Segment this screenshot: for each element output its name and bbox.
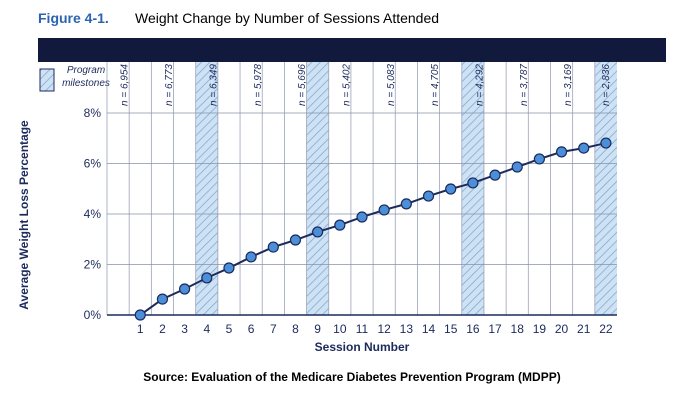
data-point — [400, 198, 412, 210]
x-tick-label: 10 — [333, 322, 347, 336]
sample-size: n = 6,954 — [120, 64, 131, 106]
data-point — [489, 169, 501, 181]
x-tick-label: 1 — [137, 322, 144, 336]
milestone-column — [306, 62, 329, 315]
data-point — [245, 251, 257, 263]
y-tick-label: 2% — [84, 258, 102, 272]
sample-size: n = 2,836 — [601, 64, 612, 106]
header-band — [38, 38, 666, 62]
data-point — [179, 283, 191, 295]
figure-label: Figure 4-1. — [38, 10, 109, 26]
data-point — [201, 272, 213, 284]
sample-size: n = 5,083 — [386, 64, 397, 106]
x-tick-label: 13 — [400, 322, 414, 336]
data-point — [555, 146, 568, 158]
x-tick-label: 18 — [511, 322, 525, 336]
x-tick-label: 14 — [422, 322, 436, 336]
milestone-column — [594, 62, 617, 315]
x-tick-label: 15 — [444, 322, 458, 336]
y-tick-label: 6% — [84, 157, 102, 171]
x-tick-label: 2 — [159, 322, 166, 336]
y-tick-label: 4% — [84, 207, 102, 221]
data-point — [533, 153, 545, 165]
data-point — [267, 241, 279, 253]
sample-size: n = 5,978 — [253, 64, 264, 106]
sample-size: n = 6,773 — [164, 64, 175, 106]
sample-size: n = 3,787 — [519, 64, 530, 106]
x-tick-label: 8 — [292, 322, 299, 336]
data-point — [578, 142, 590, 154]
data-point — [156, 293, 169, 305]
data-point — [134, 309, 146, 321]
y-axis-label: Average Weight Loss Percentage — [17, 120, 31, 310]
series-line — [139, 142, 607, 316]
sample-size: n = 4,292 — [475, 64, 486, 106]
data-point — [378, 204, 390, 216]
data-point — [223, 262, 235, 274]
data-point — [312, 226, 324, 238]
x-tick-label: 16 — [466, 322, 480, 336]
data-point — [422, 190, 435, 202]
x-tick-label: 3 — [181, 322, 188, 336]
sample-size: n = 3,169 — [563, 64, 574, 106]
milestone-column — [195, 62, 218, 315]
data-point — [445, 183, 457, 195]
chart-title: Weight Change by Number of Sessions Atte… — [135, 10, 439, 26]
x-tick-label: 20 — [555, 322, 569, 336]
source: Source: Evaluation of the Medicare Diabe… — [143, 370, 560, 384]
x-tick-label: 22 — [599, 322, 613, 336]
data-point — [356, 211, 368, 223]
data-point — [467, 177, 479, 189]
x-axis-label: Session Number — [315, 340, 410, 354]
y-tick-label: 0% — [84, 308, 102, 322]
x-tick-label: 9 — [314, 322, 321, 336]
data-point — [511, 161, 523, 173]
x-tick-label: 11 — [356, 322, 369, 336]
y-tick-label: 8% — [84, 106, 102, 120]
legend-label: Program — [67, 65, 105, 76]
sample-size: n = 4,705 — [430, 64, 441, 106]
x-tick-label: 17 — [488, 322, 502, 336]
sample-size: n = 5,402 — [341, 64, 352, 106]
legend-label: milestones — [62, 78, 110, 89]
sample-size: n = 6,349 — [208, 64, 219, 106]
legend-swatch — [39, 68, 55, 92]
x-tick-label: 12 — [377, 322, 391, 336]
x-tick-label: 7 — [270, 322, 277, 336]
sample-size: n = 5,696 — [297, 64, 308, 106]
x-tick-label: 19 — [533, 322, 547, 336]
x-tick-label: 5 — [226, 322, 233, 336]
x-tick-label: 21 — [577, 322, 591, 336]
x-tick-label: 6 — [248, 322, 255, 336]
data-point — [600, 137, 612, 149]
x-tick-label: 4 — [203, 322, 210, 336]
data-point — [289, 234, 302, 246]
data-point — [334, 219, 346, 231]
